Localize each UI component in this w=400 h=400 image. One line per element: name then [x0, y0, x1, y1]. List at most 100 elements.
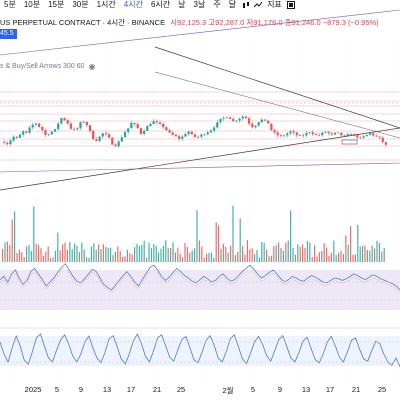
candle-body [228, 117, 232, 119]
volume-bar [381, 251, 383, 262]
volume-bar [366, 249, 368, 262]
candle-body [330, 133, 333, 135]
volume-bar [172, 242, 174, 262]
timeframe-10m[interactable]: 10분 [23, 0, 41, 9]
volume-bar [148, 242, 150, 262]
volume-bar [186, 246, 188, 262]
rsi-pane [0, 262, 400, 301]
volume-bar [354, 254, 356, 262]
candle-body [238, 118, 241, 121]
bar-style-icon[interactable] [242, 1, 250, 9]
candle-body [22, 131, 25, 135]
symbol-title[interactable]: US PERPETUAL CONTRACT · 4시간 · BINANCE [0, 17, 166, 27]
volume-bar [297, 244, 299, 262]
templates-icon[interactable] [286, 0, 295, 9]
volume-bar [136, 243, 138, 262]
timeframe-1h[interactable]: 1시간 [96, 0, 116, 9]
volume-bar [222, 243, 224, 262]
price-badge[interactable]: 45.5 [0, 29, 17, 39]
candle-body [324, 131, 327, 133]
volume-bar [376, 240, 378, 262]
candle-body [248, 118, 251, 124]
candle-body [254, 125, 257, 128]
timeframe-15m[interactable]: 15분 [48, 0, 65, 9]
volume-bar [326, 247, 328, 262]
volume-bar [66, 249, 68, 262]
timeframe-1d[interactable]: 날 [178, 0, 186, 9]
volume-bar [74, 243, 76, 262]
candle-body [209, 130, 213, 133]
volume-bar [268, 256, 270, 262]
x-tick-label: 2월 [222, 386, 234, 395]
volume-bar [378, 243, 380, 262]
volume-bar [134, 247, 136, 262]
candle-body [298, 135, 302, 137]
candle-body [289, 131, 292, 134]
candle-body [165, 127, 168, 131]
candle-body [381, 137, 384, 143]
volume-bar [88, 257, 90, 262]
x-tick-label: 2025 [24, 385, 42, 394]
candle-body [337, 132, 340, 134]
candle-body [6, 142, 9, 145]
timeframe-4h[interactable]: 4시간 [123, 0, 143, 9]
eye-icon[interactable]: ◉ [88, 62, 96, 71]
candle-body [200, 134, 203, 137]
volume-bar [335, 255, 337, 262]
candle-body [31, 124, 34, 128]
candle-body [365, 134, 368, 137]
volume-bar [237, 251, 239, 262]
volume-bar [153, 244, 155, 262]
candle-body [292, 131, 295, 133]
volume-bar [362, 245, 364, 262]
candle-body [53, 129, 57, 132]
volume-bar [218, 225, 220, 262]
volume-bar [330, 253, 332, 262]
candle-body [82, 122, 85, 123]
candle-body [76, 128, 79, 130]
volume-bar [340, 250, 342, 262]
candle-body [25, 131, 28, 133]
candle-body [263, 119, 267, 121]
price-chart[interactable] [0, 0, 400, 381]
candle-body [333, 132, 337, 135]
time-axis[interactable]: 2025 5 9 13 17 21 25 2월 5 9 13 17 21 25 [0, 381, 400, 400]
x-tick-label: 9 [78, 385, 84, 394]
timeframe-5m[interactable]: 5분 [4, 0, 16, 9]
candle-body [12, 136, 15, 141]
horizontal-levels [0, 91, 400, 161]
toolbar: 5분 10분 15분 30분 1시간 4시간 6시간 날 3날 주 달 지표 [0, 0, 400, 9]
indicators-button[interactable]: 지표 [267, 0, 282, 9]
volume-bar [30, 251, 32, 262]
inner-trendline [154, 71, 400, 139]
candle-body [311, 132, 314, 135]
volume-bar [285, 242, 287, 262]
timeframe-3d[interactable]: 3날 [193, 0, 206, 9]
volume-bar [119, 250, 121, 262]
indicators-icon[interactable] [254, 1, 263, 9]
candle-body [213, 127, 216, 131]
candle-body [346, 134, 349, 136]
timeframe-1w[interactable]: 주 [213, 0, 221, 9]
volume-bar [263, 242, 265, 262]
trendlines[interactable] [0, 9, 400, 191]
volume-bar [95, 249, 97, 262]
candle-body [44, 130, 47, 135]
volume-bar [4, 242, 6, 262]
timeframe-1mo[interactable]: 달 [228, 0, 237, 9]
selection-box [341, 139, 358, 145]
indicator-legend[interactable]: s & Buy/Sell Arrows 300 60 ◉ [0, 62, 95, 71]
candle-body [69, 123, 73, 129]
volume-bar [131, 254, 133, 262]
volume-bar [383, 247, 385, 262]
volume-bar [141, 244, 143, 262]
timeframe-6h[interactable]: 6시간 [150, 0, 171, 9]
volume-bar [62, 244, 64, 262]
volume-bar [90, 246, 92, 262]
volume-bar [6, 241, 8, 262]
candle-body [375, 135, 378, 137]
timeframe-30m[interactable]: 30분 [72, 0, 89, 9]
volume-bar [220, 248, 222, 262]
volume-bar [174, 252, 176, 262]
volume-bar [107, 247, 109, 262]
